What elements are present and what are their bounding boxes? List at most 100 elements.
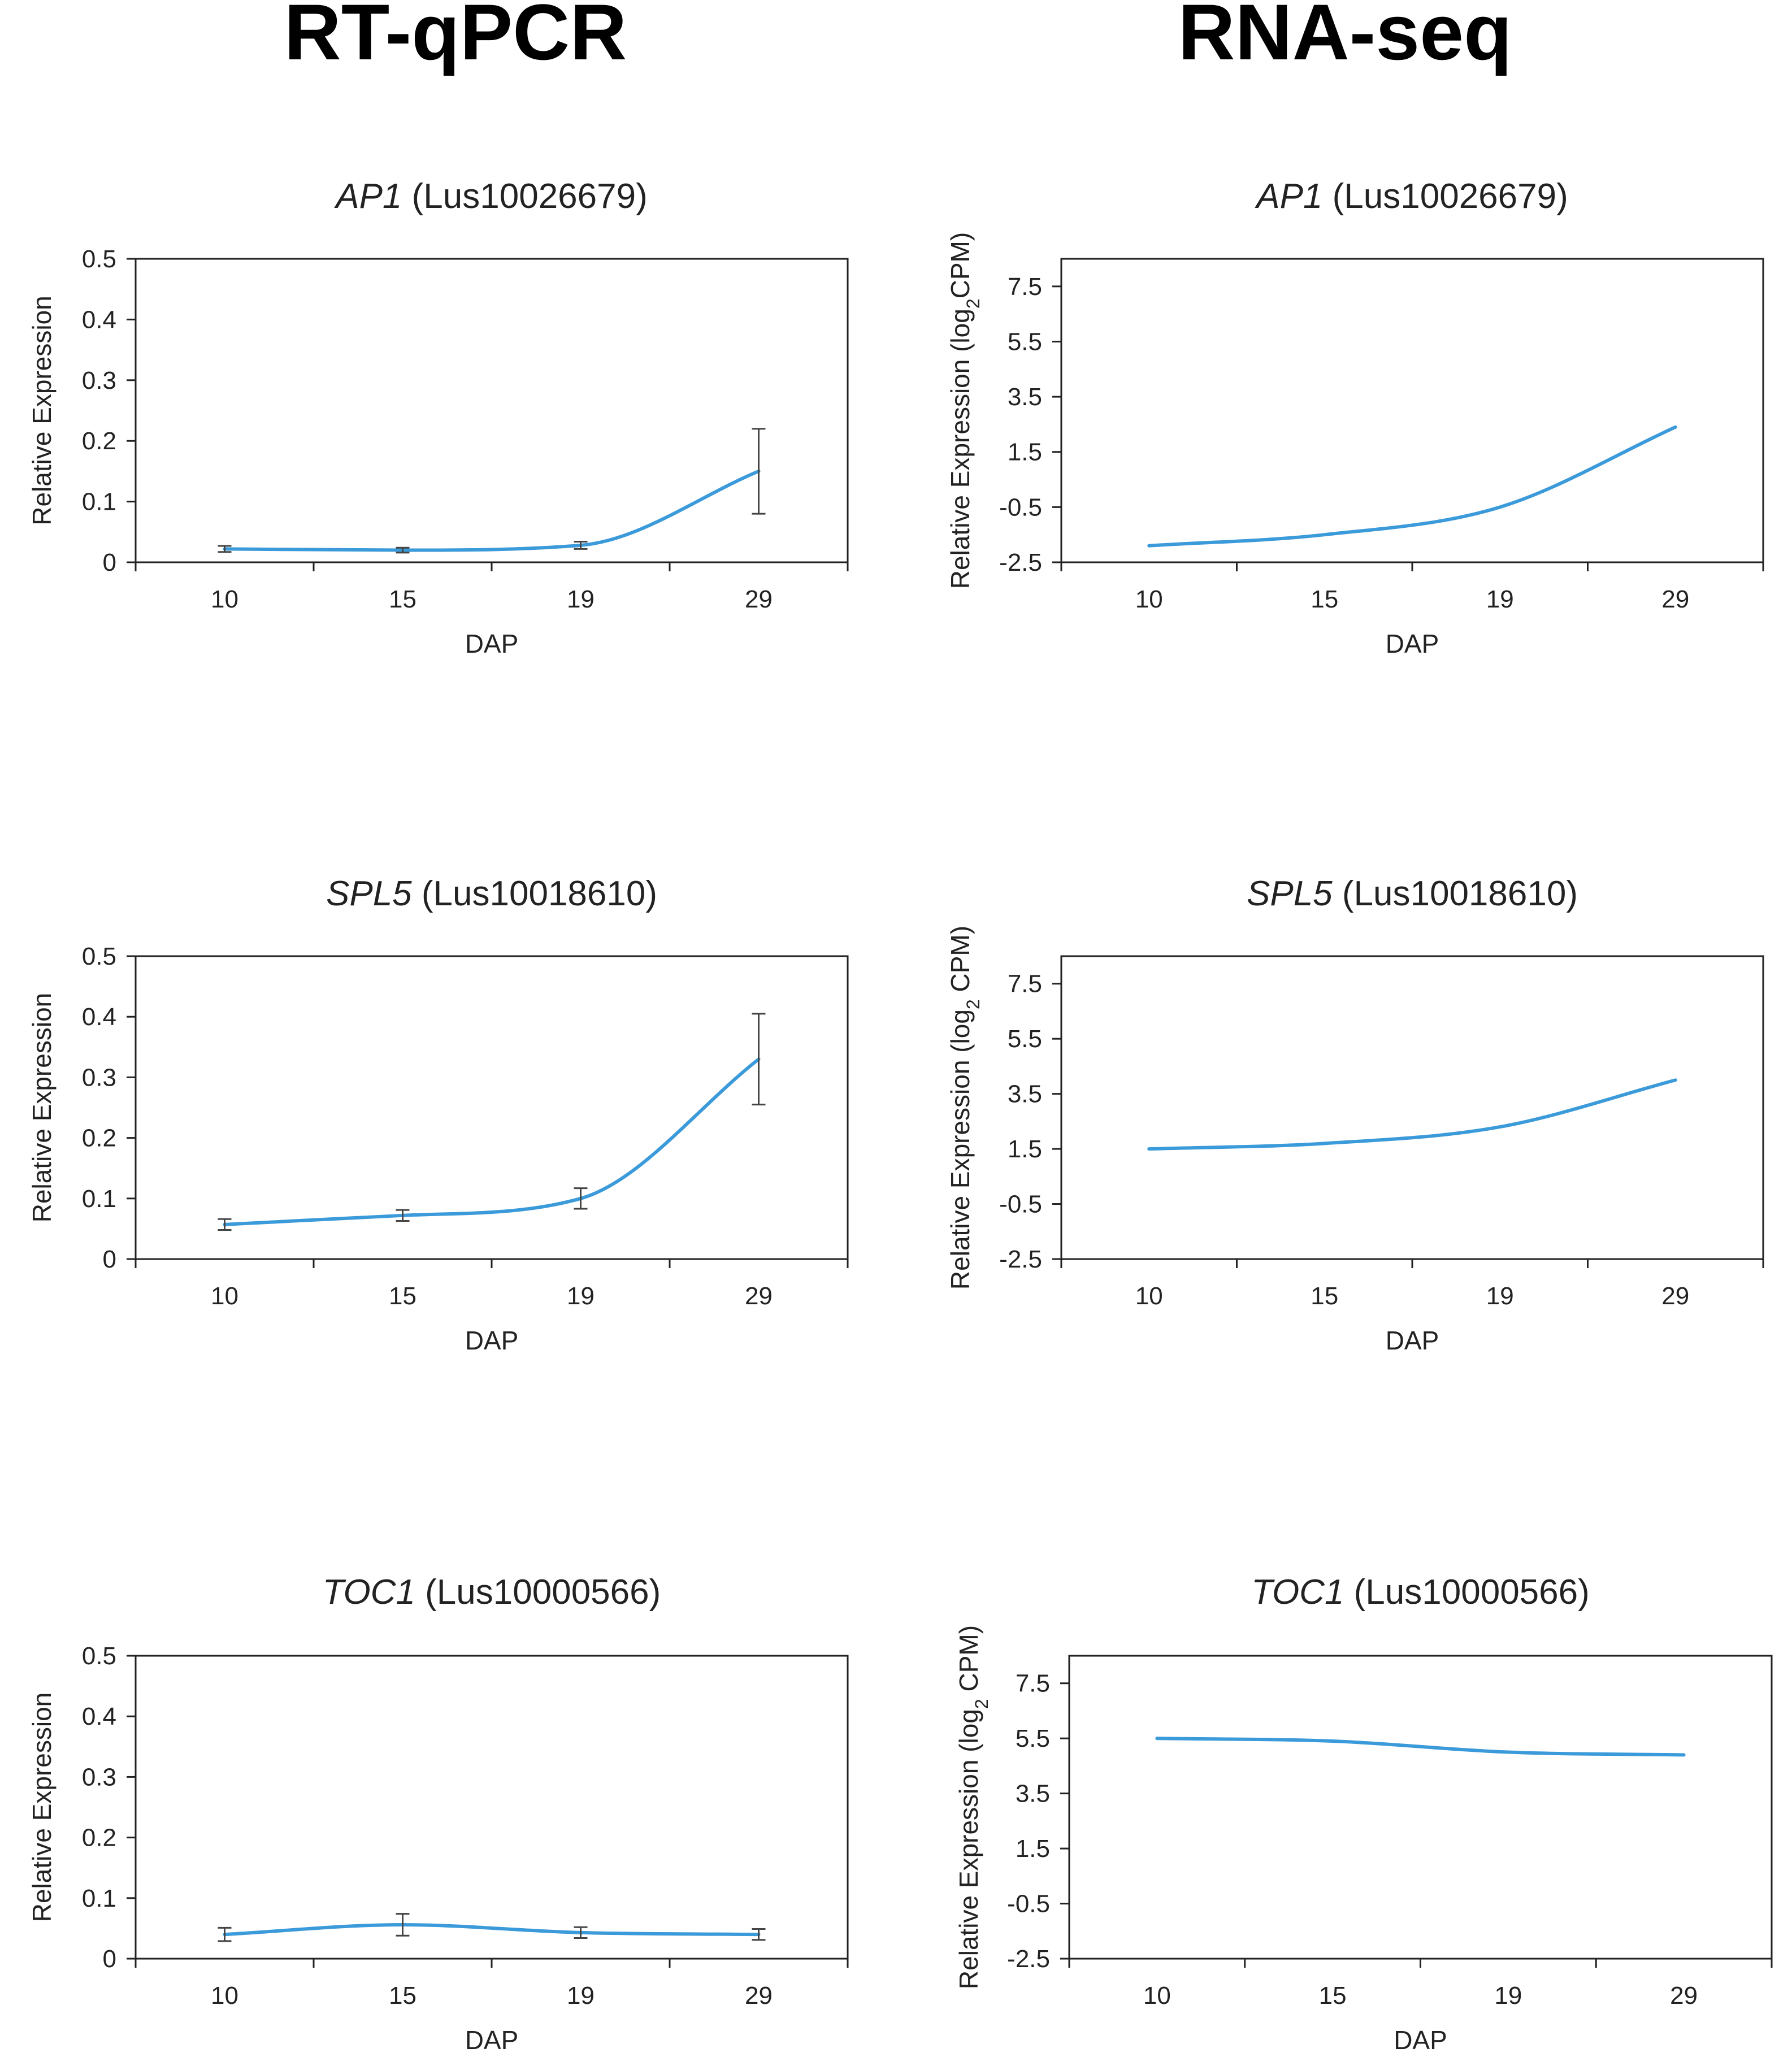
y-axis-label-subscript: 2 xyxy=(963,298,983,309)
y-tick-label: 0.4 xyxy=(82,1703,116,1730)
error-bar xyxy=(574,1187,588,1210)
y-axis-label-main: Relative Expression xyxy=(27,993,57,1223)
y-axis-label-main: Relative Expression (log xyxy=(945,1009,975,1290)
chart-title: SPL5 (Lus10018610) xyxy=(326,874,657,913)
chart-title-id: (Lus10018610) xyxy=(1333,874,1578,913)
y-axis-label-end: CPM) xyxy=(945,926,975,999)
charts-grid: AP1 (Lus10026679) 0 0.1 0.2 0.3 0.4 0.5 10 15 19 2… xyxy=(27,177,1773,2055)
y-axis-label-main: Relative Expression (log xyxy=(945,309,975,589)
x-tick-label: 29 xyxy=(745,585,773,613)
x-tick-label: 10 xyxy=(211,1982,238,2010)
x-axis-label: DAP xyxy=(1386,1326,1439,1355)
error-bar xyxy=(752,1013,766,1106)
chart-rt-qpcr-spl5: SPL5 (Lus10018610) 0 0.1 0.2 0.3 0.4 0.5 10 15 19… xyxy=(27,874,849,1355)
y-tick-label: 0.3 xyxy=(82,367,116,394)
y-tick-label: 0.4 xyxy=(82,306,116,333)
chart-rna-seq-spl5: SPL5 (Lus10018610) -2.5 -0.5 1.5 3.5 5.5 7.5 10… xyxy=(945,874,1764,1355)
y-axis-label-end: CPM) xyxy=(954,1625,983,1699)
series-line xyxy=(223,469,761,552)
series-line xyxy=(223,1923,761,1937)
y-tick-label: 0.5 xyxy=(82,245,116,273)
y-tick-label: 5.5 xyxy=(1016,1725,1050,1752)
x-tick-label: 15 xyxy=(389,1282,416,1310)
x-tick-label: 10 xyxy=(211,1282,238,1310)
chart-title-gene: AP1 xyxy=(1254,177,1322,216)
error-bar xyxy=(218,545,232,553)
series-line xyxy=(1147,1078,1677,1151)
y-axis-label: Relative Expression xyxy=(27,296,57,526)
x-axis-label: DAP xyxy=(1386,629,1439,658)
y-tick-label: 0.1 xyxy=(82,1885,116,1912)
x-tick-label: 29 xyxy=(745,1282,773,1310)
y-tick-label: 1.5 xyxy=(1008,439,1042,466)
chart-title: AP1 (Lus10026679) xyxy=(333,177,648,216)
x-tick-label: 10 xyxy=(1135,585,1163,613)
chart-title-id: (Lus10026679) xyxy=(1322,177,1568,216)
y-axis-label-subscript: 2 xyxy=(971,1699,992,1709)
x-tick-label: 29 xyxy=(745,1982,773,2010)
y-axis-label: Relative Expression (log2 CPM) xyxy=(954,1625,992,1989)
y-tick-label: 3.5 xyxy=(1008,383,1042,411)
x-tick-label: 10 xyxy=(211,585,238,613)
y-tick-label: 1.5 xyxy=(1016,1835,1050,1863)
y-tick-label: -0.5 xyxy=(999,493,1042,521)
x-tick-label: 15 xyxy=(1311,1282,1338,1310)
chart-title: TOC1 (Lus10000566) xyxy=(1251,1573,1590,1612)
series-line xyxy=(1147,425,1677,548)
y-axis-label: Relative Expression (log2 CPM) xyxy=(945,926,983,1290)
series-line xyxy=(1155,1737,1686,1757)
y-axis-label: Relative Expression xyxy=(27,993,57,1223)
chart-title-gene: SPL5 xyxy=(1247,874,1333,913)
y-tick-label: 0.3 xyxy=(82,1064,116,1091)
chart-title-id: (Lus10000566) xyxy=(415,1573,661,1612)
x-axis-label: DAP xyxy=(1394,2025,1447,2055)
y-tick-label: -2.5 xyxy=(999,1246,1042,1273)
y-tick-label: 0.4 xyxy=(82,1003,116,1031)
error-bar xyxy=(396,1209,410,1222)
error-bar xyxy=(574,540,588,550)
y-tick-label: 3.5 xyxy=(1008,1080,1042,1108)
chart-title-id: (Lus10000566) xyxy=(1344,1573,1589,1612)
y-tick-label: 0 xyxy=(103,549,116,576)
y-tick-label: 3.5 xyxy=(1016,1780,1050,1808)
y-tick-label: 0.3 xyxy=(82,1763,116,1791)
y-tick-label: -2.5 xyxy=(999,549,1042,576)
plot-frame xyxy=(134,258,849,563)
y-axis-label-main: Relative Expression xyxy=(27,1693,57,1923)
y-tick-label: 0.5 xyxy=(82,1642,116,1670)
x-tick-label: 19 xyxy=(1486,1282,1514,1310)
y-tick-label: 0.2 xyxy=(82,1824,116,1852)
y-tick-label: 1.5 xyxy=(1008,1135,1042,1163)
plot-frame xyxy=(1068,1655,1773,1960)
x-tick-label: 19 xyxy=(567,1282,595,1310)
chart-title: TOC1 (Lus10000566) xyxy=(323,1573,661,1612)
error-bar xyxy=(218,1926,232,1942)
chart-title-gene: TOC1 xyxy=(323,1573,415,1612)
error-bar xyxy=(752,1928,766,1941)
plot-frame xyxy=(1060,258,1764,563)
chart-rt-qpcr-ap1: AP1 (Lus10026679) 0 0.1 0.2 0.3 0.4 0.5 10 15 19 2… xyxy=(27,177,849,658)
x-tick-label: 19 xyxy=(567,585,595,613)
chart-title-gene: SPL5 xyxy=(326,874,412,913)
x-tick-label: 10 xyxy=(1143,1982,1171,2010)
y-axis-label-main: Relative Expression (log xyxy=(954,1709,983,1989)
x-tick-label: 15 xyxy=(1311,585,1338,613)
chart-title-id: (Lus10026679) xyxy=(402,177,647,216)
series-line xyxy=(223,1057,761,1226)
x-tick-label: 15 xyxy=(1319,1982,1347,2010)
y-tick-label: -0.5 xyxy=(1007,1890,1050,1918)
y-tick-label: 7.5 xyxy=(1008,273,1042,301)
chart-title-id: (Lus10018610) xyxy=(412,874,657,913)
error-bar xyxy=(218,1218,232,1231)
y-tick-label: 5.5 xyxy=(1008,328,1042,355)
error-bar xyxy=(574,1926,588,1939)
x-axis-label: DAP xyxy=(465,1326,519,1355)
plot-frame xyxy=(134,1655,849,1960)
error-bar xyxy=(396,1913,410,1937)
y-tick-label: 0.2 xyxy=(82,427,116,455)
y-tick-label: -2.5 xyxy=(1007,1945,1050,1973)
y-axis-label-end: CPM) xyxy=(945,232,975,299)
y-tick-label: 0 xyxy=(103,1945,116,1973)
x-tick-label: 19 xyxy=(1486,585,1514,613)
